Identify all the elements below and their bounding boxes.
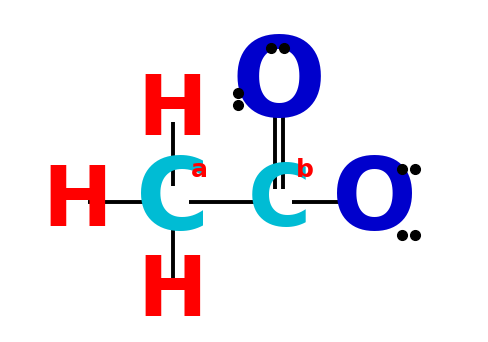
Text: O: O <box>331 154 416 251</box>
Text: b: b <box>295 158 313 182</box>
Text: H: H <box>138 71 207 152</box>
Text: H: H <box>42 161 112 242</box>
Text: a: a <box>191 158 208 182</box>
Text: H: H <box>138 252 207 333</box>
Text: C: C <box>136 154 209 251</box>
Text: C: C <box>247 160 310 244</box>
Text: O: O <box>231 31 325 139</box>
